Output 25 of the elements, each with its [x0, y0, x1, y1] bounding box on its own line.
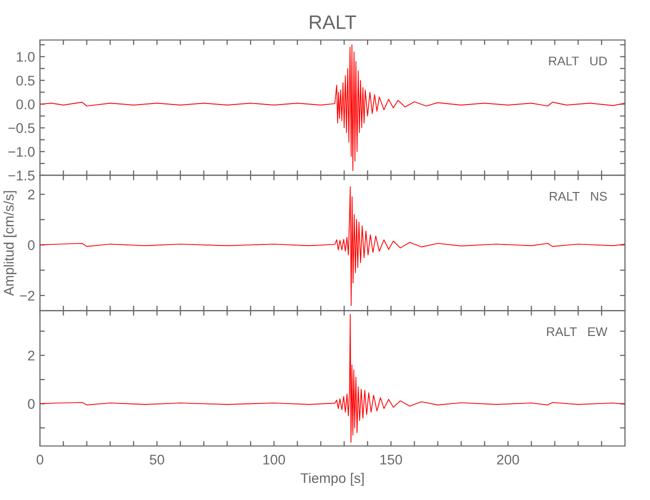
line-series: [40, 186, 625, 306]
x-tick-label: 200: [497, 454, 520, 465]
y-tick-label: −1.5: [8, 170, 35, 181]
line-series: [40, 314, 625, 443]
chart-title: RALT: [310, 16, 356, 29]
annotation: RALT EW: [547, 327, 608, 336]
y-tick-label: −1.0: [8, 146, 35, 157]
x-axis-title: Tiempo [s]: [300, 472, 364, 486]
y-tick-label: 1.0: [16, 52, 35, 62]
y-tick-label: 0.0: [16, 99, 35, 110]
y-tick-label: −0.5: [8, 123, 35, 134]
y-tick-label: 0: [28, 399, 35, 409]
y-axis-title: Amplitud [cm/s/s]: [4, 191, 16, 296]
y-tick-label: 2: [28, 350, 34, 360]
y-tick-label: 0.5: [16, 76, 35, 86]
x-tick-label: 0: [36, 454, 44, 465]
x-tick-label: 50: [150, 454, 164, 465]
y-tick-label: 2: [28, 190, 34, 200]
annotation: RALT NS: [550, 192, 607, 201]
line-series: [40, 44, 625, 172]
x-tick-label: 150: [380, 454, 402, 465]
x-tick-label: 100: [263, 454, 286, 465]
annotation: RALT UD: [549, 56, 607, 66]
y-tick-label: 0: [28, 240, 35, 250]
y-tick-label: −2: [20, 290, 34, 301]
